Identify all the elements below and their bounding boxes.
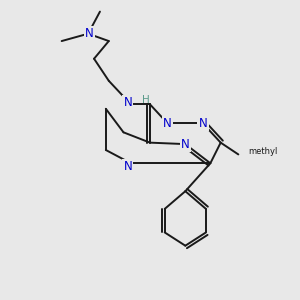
Text: N: N xyxy=(124,96,132,110)
Text: N: N xyxy=(181,138,190,151)
Text: N: N xyxy=(85,27,94,40)
Text: methyl: methyl xyxy=(249,147,278,156)
Text: N: N xyxy=(163,117,172,130)
Text: N: N xyxy=(124,160,132,173)
Text: H: H xyxy=(142,95,149,105)
Text: N: N xyxy=(199,117,207,130)
